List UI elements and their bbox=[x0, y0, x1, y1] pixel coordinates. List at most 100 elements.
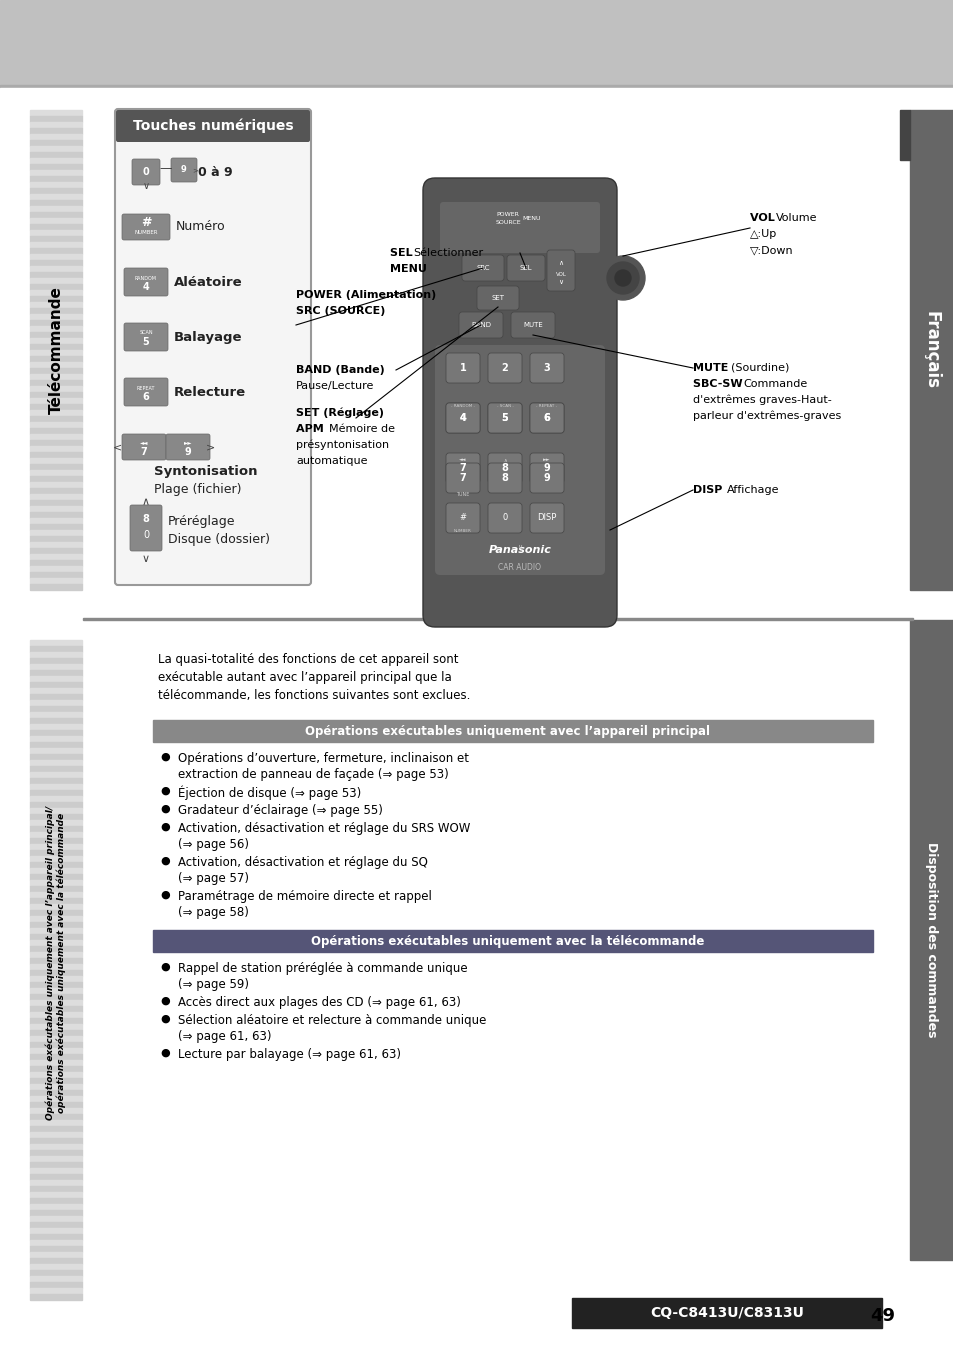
Bar bbox=[30, 236, 82, 243]
Bar bbox=[30, 128, 82, 133]
Bar bbox=[30, 363, 82, 368]
Text: >: > bbox=[206, 442, 215, 452]
Bar bbox=[30, 670, 82, 675]
Text: △:Up: △:Up bbox=[749, 229, 777, 239]
Text: MENU: MENU bbox=[522, 216, 540, 221]
Text: ●: ● bbox=[160, 1047, 170, 1058]
Bar bbox=[30, 940, 82, 946]
Bar bbox=[30, 814, 82, 820]
Text: MUTE: MUTE bbox=[522, 322, 542, 328]
FancyBboxPatch shape bbox=[124, 324, 168, 350]
Bar bbox=[30, 1246, 82, 1252]
Bar bbox=[899, 111, 909, 160]
Bar bbox=[30, 1174, 82, 1180]
Bar bbox=[30, 1282, 82, 1287]
Bar bbox=[152, 930, 872, 952]
Text: - REPEAT -: - REPEAT - bbox=[536, 404, 557, 408]
Bar bbox=[30, 917, 82, 922]
Bar bbox=[30, 665, 82, 670]
Text: Opérations exécutables uniquement avec l’appareil principal/
opérations exécutab: Opérations exécutables uniquement avec l… bbox=[46, 806, 66, 1120]
Bar bbox=[30, 417, 82, 422]
Bar bbox=[30, 410, 82, 417]
Text: 3: 3 bbox=[543, 363, 550, 373]
Bar bbox=[30, 760, 82, 766]
Bar bbox=[30, 524, 82, 530]
FancyBboxPatch shape bbox=[506, 255, 544, 280]
Text: DISP: DISP bbox=[692, 485, 725, 495]
Text: MENU: MENU bbox=[390, 264, 426, 274]
Bar bbox=[30, 170, 82, 177]
Text: ●: ● bbox=[160, 822, 170, 832]
Text: —: — bbox=[159, 163, 172, 175]
Bar bbox=[30, 368, 82, 373]
Bar bbox=[30, 326, 82, 332]
Bar bbox=[30, 319, 82, 326]
Bar bbox=[30, 898, 82, 905]
FancyBboxPatch shape bbox=[546, 249, 575, 291]
Bar bbox=[30, 1252, 82, 1258]
Bar bbox=[30, 537, 82, 542]
Bar bbox=[30, 736, 82, 741]
Text: Numéro: Numéro bbox=[175, 221, 226, 233]
Bar bbox=[30, 1277, 82, 1282]
Text: ►►: ►► bbox=[184, 441, 193, 445]
Text: ∨: ∨ bbox=[558, 279, 563, 284]
FancyBboxPatch shape bbox=[446, 403, 479, 433]
Bar bbox=[30, 212, 82, 218]
Bar bbox=[30, 1084, 82, 1091]
Bar bbox=[30, 851, 82, 856]
Bar bbox=[30, 694, 82, 700]
Bar bbox=[30, 429, 82, 434]
Bar bbox=[30, 1240, 82, 1246]
Bar bbox=[30, 652, 82, 658]
FancyBboxPatch shape bbox=[530, 403, 563, 433]
Bar bbox=[30, 554, 82, 559]
Bar bbox=[30, 910, 82, 917]
Bar bbox=[30, 284, 82, 290]
Text: ◄◄: ◄◄ bbox=[139, 441, 148, 445]
Text: #: # bbox=[459, 514, 466, 523]
FancyBboxPatch shape bbox=[115, 109, 311, 585]
Text: ∧: ∧ bbox=[558, 260, 563, 266]
Text: CQ-C8413U/C8313U: CQ-C8413U/C8313U bbox=[649, 1306, 803, 1320]
Bar bbox=[30, 1233, 82, 1240]
Bar bbox=[30, 398, 82, 404]
FancyBboxPatch shape bbox=[130, 506, 162, 551]
Text: (⇒ page 59): (⇒ page 59) bbox=[178, 979, 249, 991]
Text: Éjection de disque (⇒ page 53): Éjection de disque (⇒ page 53) bbox=[178, 786, 361, 801]
Text: ●: ● bbox=[160, 752, 170, 762]
Bar bbox=[30, 807, 82, 814]
Bar bbox=[30, 1096, 82, 1103]
Bar bbox=[30, 1108, 82, 1113]
Bar bbox=[30, 224, 82, 231]
Bar bbox=[30, 446, 82, 452]
Bar bbox=[30, 1157, 82, 1162]
Text: 5: 5 bbox=[501, 412, 508, 423]
Bar bbox=[30, 218, 82, 224]
Text: 5: 5 bbox=[501, 412, 508, 423]
Bar bbox=[30, 1066, 82, 1072]
Text: SBC-SW: SBC-SW bbox=[692, 379, 745, 390]
Bar bbox=[30, 1120, 82, 1126]
FancyBboxPatch shape bbox=[439, 202, 599, 253]
Bar bbox=[572, 1298, 882, 1328]
Text: 6: 6 bbox=[543, 412, 550, 423]
Text: VOL: VOL bbox=[555, 271, 566, 276]
Bar bbox=[30, 404, 82, 410]
Bar bbox=[30, 1150, 82, 1157]
Bar bbox=[30, 344, 82, 350]
Bar bbox=[30, 584, 82, 590]
Bar bbox=[30, 1042, 82, 1047]
Bar bbox=[30, 971, 82, 976]
FancyBboxPatch shape bbox=[530, 353, 563, 383]
Bar bbox=[30, 488, 82, 493]
Bar bbox=[30, 868, 82, 874]
Text: Français: Français bbox=[923, 311, 940, 390]
Bar bbox=[30, 1198, 82, 1204]
Bar bbox=[30, 964, 82, 971]
Bar bbox=[30, 542, 82, 549]
Text: ∨: ∨ bbox=[142, 181, 150, 191]
Bar bbox=[30, 905, 82, 910]
Text: Activation, désactivation et réglage du SRS WOW: Activation, désactivation et réglage du … bbox=[178, 822, 470, 834]
Text: 8: 8 bbox=[501, 473, 508, 483]
